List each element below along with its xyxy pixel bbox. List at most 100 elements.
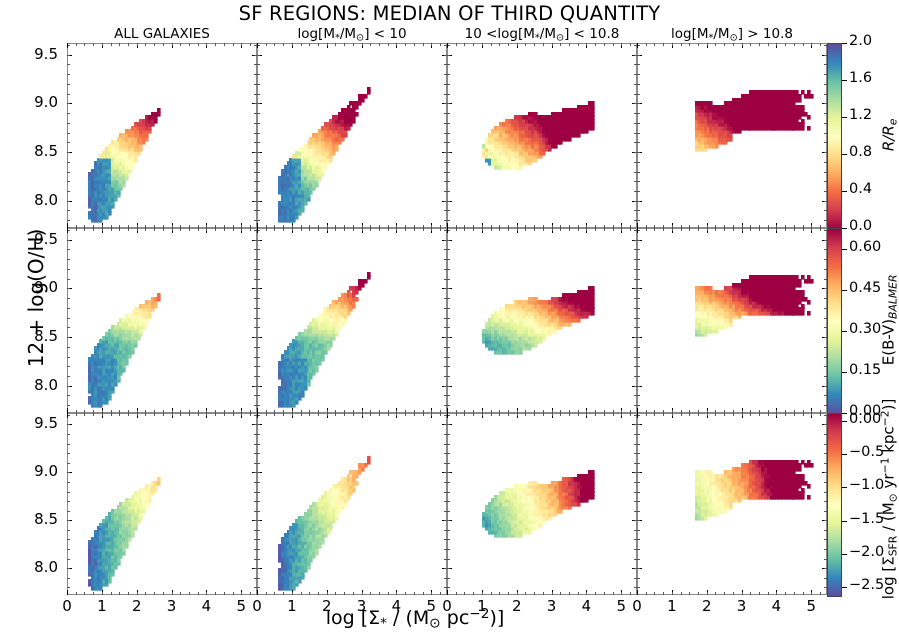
x-minor-tick (344, 592, 345, 595)
colorbar-tick-label: −0.5 (849, 444, 885, 461)
y-minor-tick (444, 201, 447, 202)
y-minor-tick (67, 230, 70, 231)
x-minor-tick (733, 43, 734, 46)
x-minor-tick (163, 413, 164, 416)
x-minor-tick (241, 410, 242, 413)
y-minor-tick (637, 463, 640, 464)
y-minor-tick (447, 298, 450, 299)
y-minor-tick (447, 113, 450, 114)
x-minor-tick (508, 228, 509, 231)
x-minor-tick (414, 228, 415, 231)
x-minor-tick (482, 410, 483, 413)
y-minor-tick (634, 45, 637, 46)
y-minor-tick (634, 288, 637, 289)
colorbar-gradient (828, 414, 841, 596)
x-minor-tick (353, 592, 354, 595)
x-minor-tick (820, 413, 821, 416)
y-minor-tick (637, 249, 640, 250)
y-minor-tick (637, 444, 640, 445)
colorbar-gradient (828, 44, 841, 229)
x-minor-tick (224, 410, 225, 413)
x-minor-tick (189, 592, 190, 595)
y-minor-tick (634, 511, 637, 512)
y-minor-tick (254, 249, 257, 250)
x-minor-tick (473, 592, 474, 595)
x-minor-tick (379, 225, 380, 228)
y-minor-tick (257, 162, 260, 163)
x-minor-tick (811, 43, 812, 46)
y-minor-tick (257, 347, 260, 348)
x-minor-tick (163, 592, 164, 595)
y-minor-tick (254, 84, 257, 85)
y-tick-label: 9.0 (34, 278, 58, 297)
x-minor-tick (768, 410, 769, 413)
x-minor-tick (785, 225, 786, 228)
y-minor-tick (634, 162, 637, 163)
x-minor-tick (233, 410, 234, 413)
x-minor-tick (137, 410, 138, 413)
y-minor-tick (634, 308, 637, 309)
y-minor-tick (67, 559, 70, 560)
x-minor-tick (534, 592, 535, 595)
x-minor-tick (172, 43, 173, 46)
column-title-high-mass: log[M*/M⊙] > 10.8 (671, 26, 793, 44)
y-minor-tick (254, 308, 257, 309)
x-minor-tick (794, 225, 795, 228)
x-minor-tick (362, 43, 363, 46)
x-minor-tick (388, 228, 389, 231)
colorbar-tick-mark (842, 413, 847, 414)
x-minor-tick (84, 413, 85, 416)
y-minor-tick (67, 152, 70, 153)
x-minor-tick (586, 592, 587, 595)
y-minor-tick (824, 249, 827, 250)
y-minor-tick (634, 94, 637, 95)
x-minor-tick (215, 43, 216, 46)
x-minor-tick (473, 410, 474, 413)
x-minor-tick (180, 228, 181, 231)
x-minor-tick (473, 228, 474, 231)
y-minor-tick (447, 549, 450, 550)
y-minor-tick (637, 501, 640, 502)
y-minor-tick (444, 240, 447, 241)
y-minor-tick (67, 94, 70, 95)
x-minor-tick (318, 43, 319, 46)
x-minor-tick (621, 592, 622, 595)
x-minor-tick (172, 228, 173, 231)
x-minor-tick (154, 592, 155, 595)
y-minor-tick (637, 230, 640, 231)
x-minor-tick (154, 43, 155, 46)
y-minor-tick (67, 308, 70, 309)
x-minor-tick (379, 410, 380, 413)
y-minor-tick (447, 530, 450, 531)
x-tick-mark (637, 590, 638, 595)
x-minor-tick (76, 592, 77, 595)
x-minor-tick (578, 228, 579, 231)
x-minor-tick (543, 592, 544, 595)
x-minor-tick (724, 410, 725, 413)
y-minor-tick (634, 181, 637, 182)
x-minor-tick (119, 225, 120, 228)
x-minor-tick (715, 413, 716, 416)
x-minor-tick (586, 43, 587, 46)
x-minor-tick (499, 225, 500, 228)
y-minor-tick (444, 405, 447, 406)
x-minor-tick (180, 225, 181, 228)
y-minor-tick (444, 568, 447, 569)
y-minor-tick (824, 181, 827, 182)
x-minor-tick (724, 225, 725, 228)
y-minor-tick (67, 482, 70, 483)
x-minor-tick (172, 413, 173, 416)
y-minor-tick (257, 103, 260, 104)
y-minor-tick (824, 376, 827, 377)
x-minor-tick (569, 43, 570, 46)
y-minor-tick (634, 327, 637, 328)
y-minor-tick (254, 318, 257, 319)
y-minor-tick (824, 220, 827, 221)
y-minor-tick (447, 308, 450, 309)
x-minor-tick (388, 413, 389, 416)
x-minor-tick (206, 410, 207, 413)
x-minor-tick (318, 413, 319, 416)
y-minor-tick (824, 279, 827, 280)
y-minor-tick (444, 539, 447, 540)
x-minor-tick (776, 592, 777, 595)
